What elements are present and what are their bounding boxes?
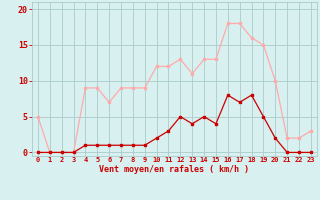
X-axis label: Vent moyen/en rafales ( km/h ): Vent moyen/en rafales ( km/h ) [100, 165, 249, 174]
